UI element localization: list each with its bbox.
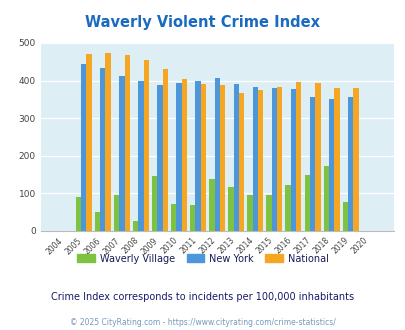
- Bar: [105, 53, 111, 231]
- Text: Crime Index corresponds to incidents per 100,000 inhabitants: Crime Index corresponds to incidents per…: [51, 292, 354, 302]
- Bar: [314, 83, 320, 231]
- Bar: [209, 179, 214, 231]
- Bar: [342, 202, 347, 231]
- Bar: [171, 204, 176, 231]
- Bar: [276, 87, 282, 231]
- Bar: [76, 197, 81, 231]
- Bar: [195, 81, 200, 231]
- Bar: [124, 55, 130, 231]
- Bar: [81, 64, 86, 231]
- Bar: [333, 88, 339, 231]
- Bar: [220, 85, 225, 231]
- Bar: [138, 81, 143, 231]
- Bar: [304, 175, 309, 231]
- Bar: [143, 60, 149, 231]
- Bar: [176, 83, 181, 231]
- Bar: [181, 79, 187, 231]
- Bar: [200, 84, 206, 231]
- Bar: [113, 195, 119, 231]
- Bar: [94, 212, 100, 231]
- Bar: [252, 86, 258, 231]
- Bar: [132, 221, 138, 231]
- Bar: [233, 84, 239, 231]
- Bar: [151, 177, 157, 231]
- Bar: [352, 88, 358, 231]
- Text: © 2025 CityRating.com - https://www.cityrating.com/crime-statistics/: © 2025 CityRating.com - https://www.city…: [70, 318, 335, 327]
- Bar: [323, 166, 328, 231]
- Bar: [328, 99, 333, 231]
- Bar: [266, 194, 271, 231]
- Bar: [157, 85, 162, 231]
- Legend: Waverly Village, New York, National: Waverly Village, New York, National: [73, 249, 332, 267]
- Bar: [228, 186, 233, 231]
- Bar: [247, 194, 252, 231]
- Bar: [119, 76, 124, 231]
- Bar: [258, 89, 263, 231]
- Bar: [190, 205, 195, 231]
- Bar: [285, 185, 290, 231]
- Bar: [309, 97, 314, 231]
- Bar: [239, 93, 244, 231]
- Bar: [214, 78, 220, 231]
- Bar: [162, 69, 168, 231]
- Bar: [100, 68, 105, 231]
- Text: Waverly Violent Crime Index: Waverly Violent Crime Index: [85, 15, 320, 30]
- Bar: [295, 82, 301, 231]
- Bar: [347, 97, 352, 231]
- Bar: [86, 54, 92, 231]
- Bar: [290, 89, 295, 231]
- Bar: [271, 88, 276, 231]
